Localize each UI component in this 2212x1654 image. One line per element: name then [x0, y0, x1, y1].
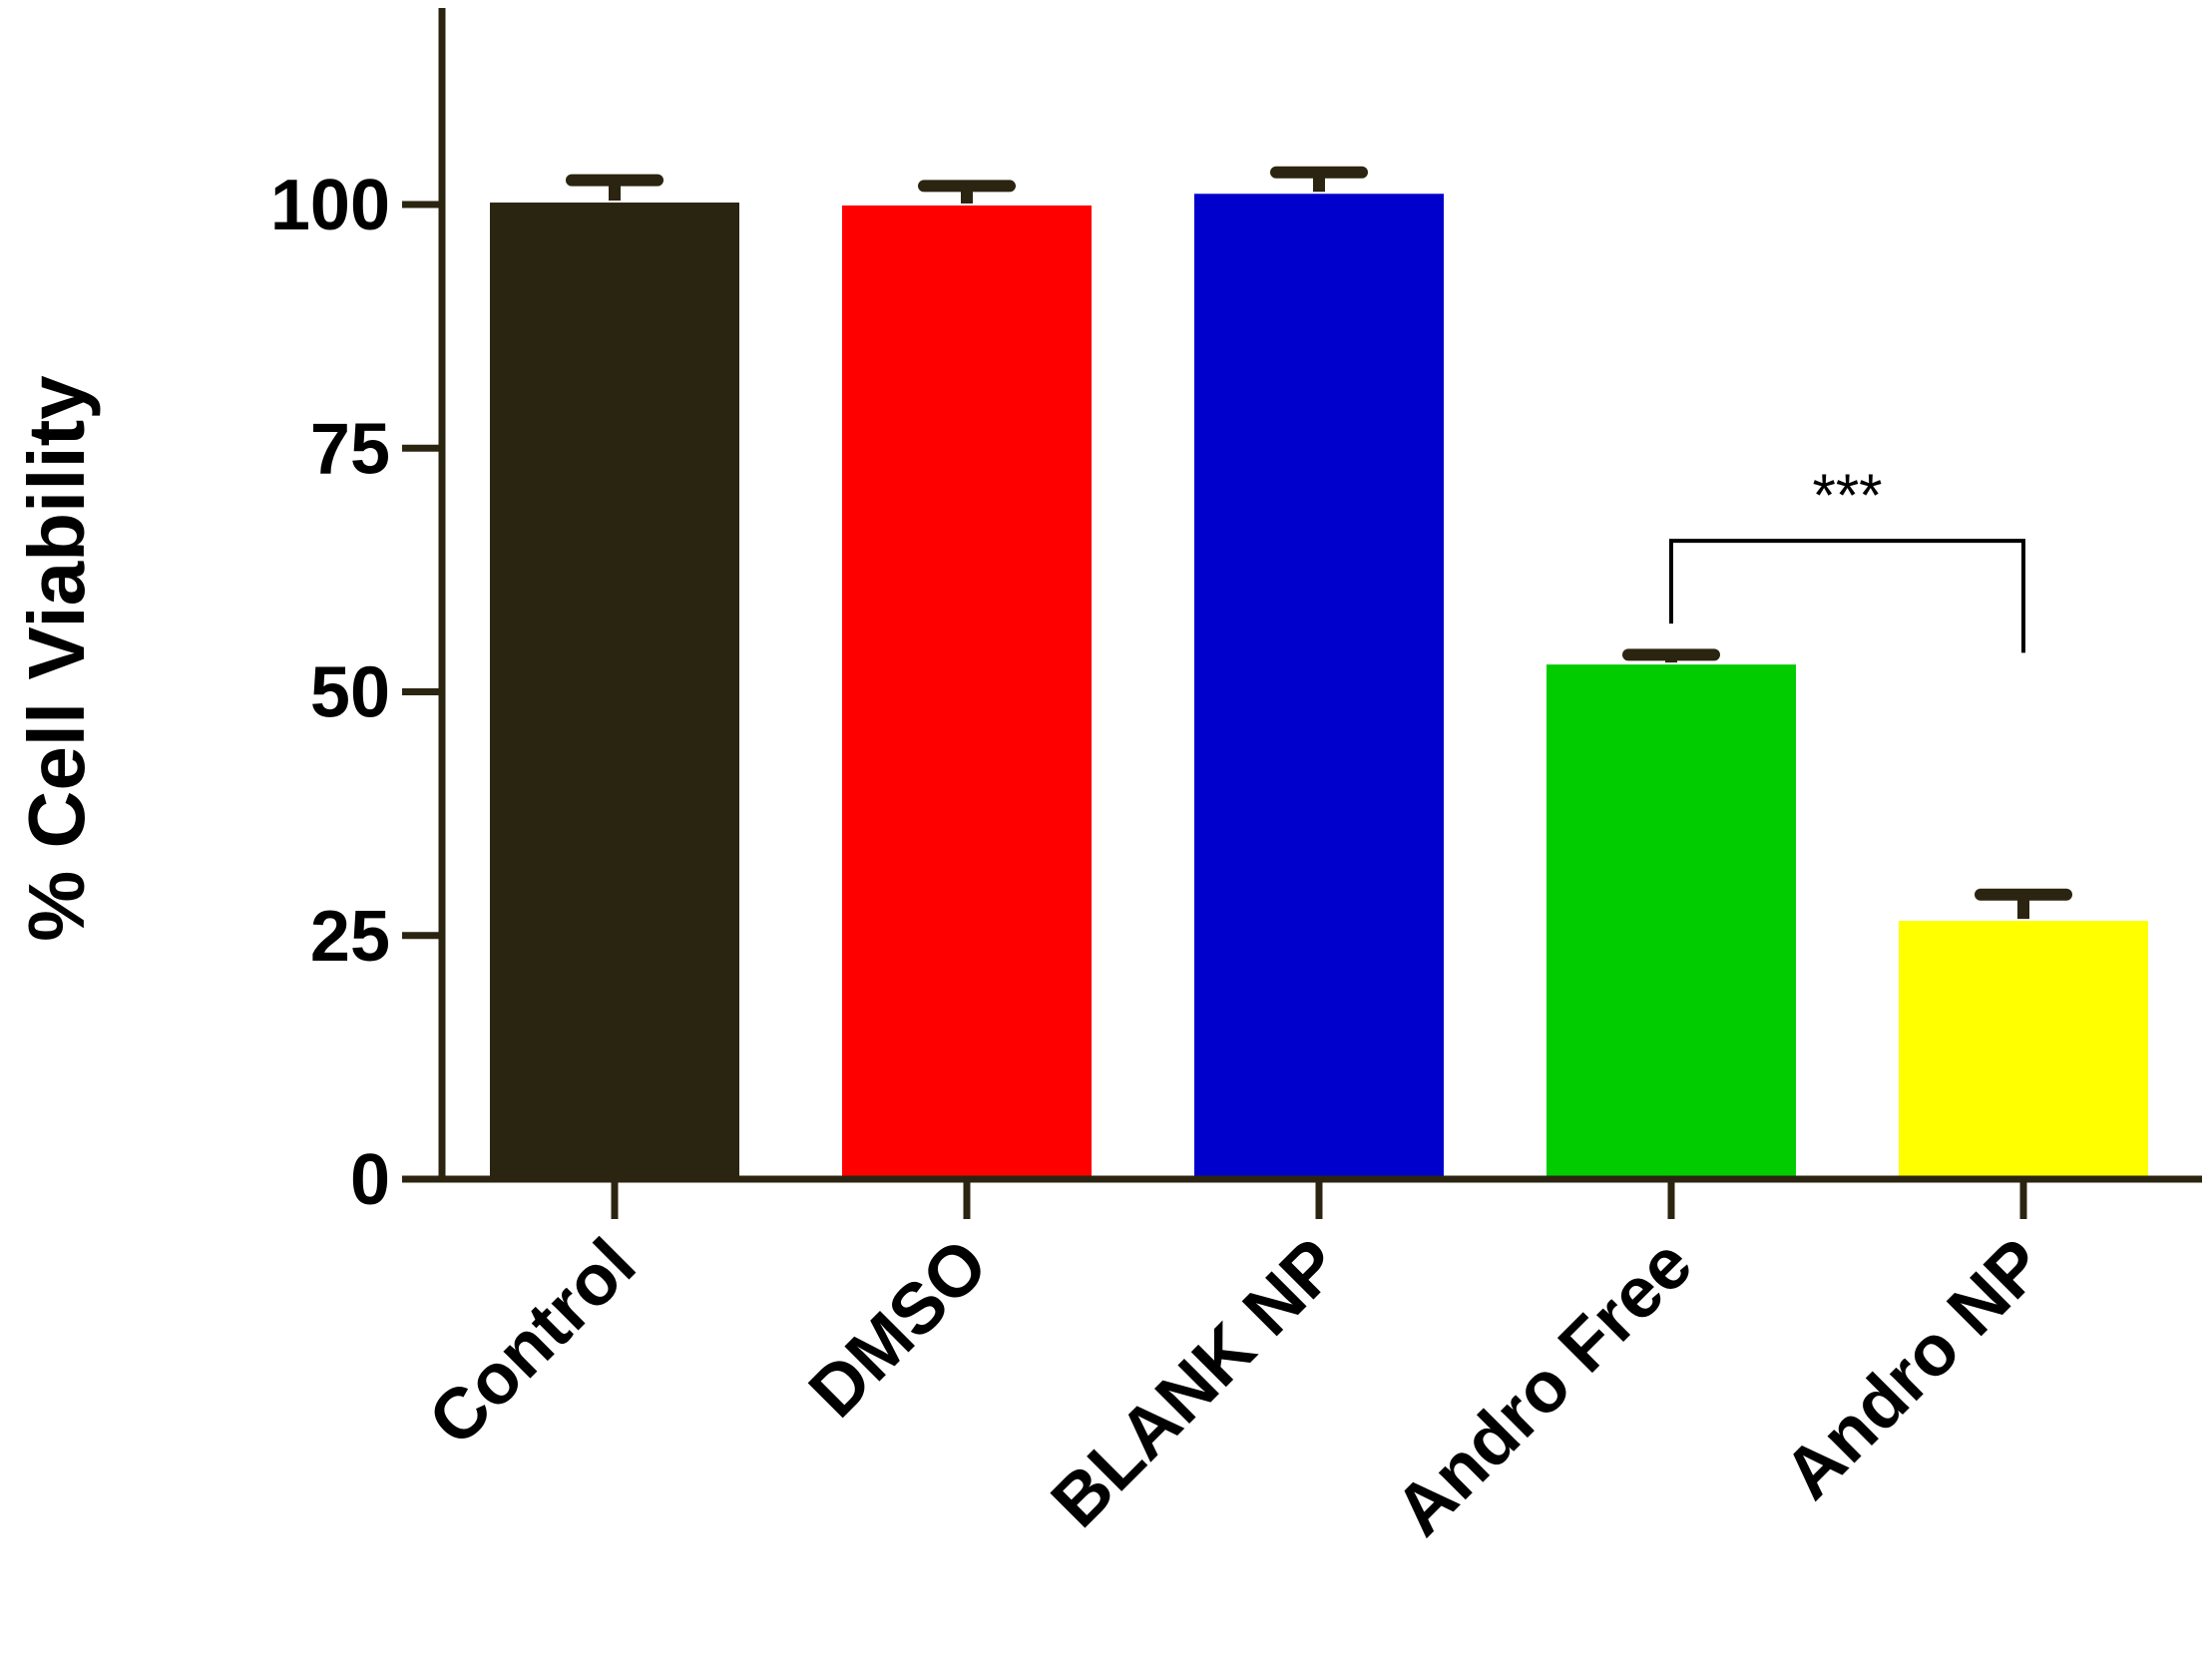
x-ticks-layer: Control DMSO BLANK NP Andro Free Andro NP — [414, 1179, 2059, 1551]
y-tick-label: 50 — [310, 653, 390, 733]
significance-annotation: *** — [1669, 462, 2025, 653]
x-category-label: Andro Free — [1380, 1224, 1707, 1551]
y-ticks-layer: 0 25 50 75 100 — [270, 166, 442, 1220]
bars-layer — [490, 194, 2148, 1180]
x-category-label: DMSO — [794, 1224, 1003, 1433]
y-tick-label: 0 — [350, 1140, 390, 1220]
bar — [1194, 194, 1444, 1180]
y-tick-label: 25 — [310, 897, 390, 977]
error-bars-layer — [566, 166, 2072, 920]
x-category-label: Andro NP — [1769, 1224, 2059, 1514]
bar — [842, 205, 1092, 1180]
x-category-label: Control — [414, 1224, 652, 1461]
x-category-label: BLANK NP — [1037, 1224, 1356, 1543]
y-tick-label: 100 — [270, 166, 390, 245]
y-axis-label: % Cell Viability — [12, 375, 101, 942]
y-tick-label: 75 — [310, 409, 390, 489]
bar — [1899, 921, 2148, 1179]
significance-label: *** — [1812, 462, 1882, 529]
bar — [1547, 664, 1796, 1179]
bar — [490, 203, 739, 1179]
significance-bracket — [1669, 539, 2025, 653]
